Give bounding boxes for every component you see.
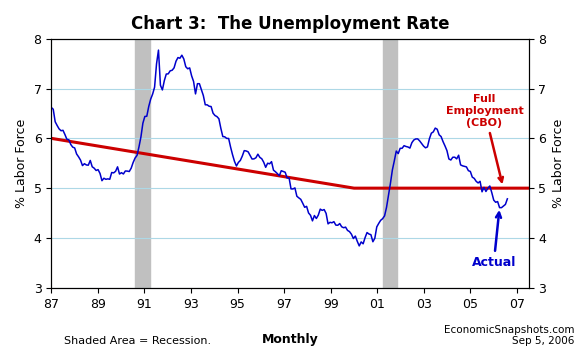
Text: Shaded Area = Recession.: Shaded Area = Recession. <box>64 336 211 346</box>
Text: Monthly: Monthly <box>262 334 318 346</box>
Title: Chart 3:  The Unemployment Rate: Chart 3: The Unemployment Rate <box>130 15 450 33</box>
Y-axis label: % Labor Force: % Labor Force <box>552 119 565 208</box>
Bar <box>135 39 150 288</box>
Text: Full
Employment
(CBO): Full Employment (CBO) <box>445 94 523 182</box>
Bar <box>383 39 397 288</box>
Y-axis label: % Labor Force: % Labor Force <box>15 119 28 208</box>
Text: Actual: Actual <box>472 213 516 270</box>
Text: EconomicSnapshots.com
Sep 5, 2006: EconomicSnapshots.com Sep 5, 2006 <box>444 325 574 346</box>
